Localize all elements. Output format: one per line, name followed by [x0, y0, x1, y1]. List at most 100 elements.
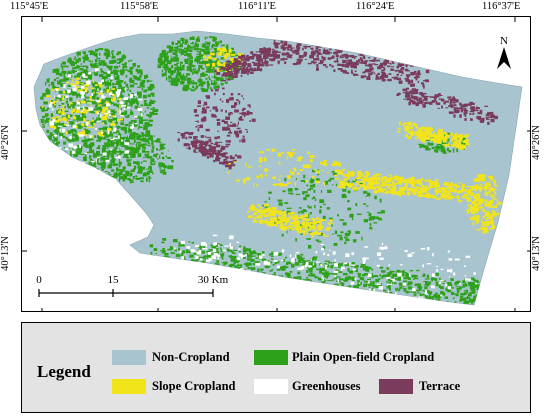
plain-cropland-patch	[93, 64, 97, 68]
slope-cropland-patch	[452, 184, 457, 186]
plain-cropland-patch	[186, 66, 190, 69]
plain-cropland-patch	[227, 269, 233, 272]
slope-cropland-patch	[118, 118, 124, 121]
plain-cropland-patch	[264, 279, 267, 283]
slope-cropland-patch	[227, 171, 230, 174]
plain-cropland-patch	[99, 74, 104, 76]
slope-cropland-patch	[81, 123, 85, 127]
slope-cropland-patch	[459, 136, 463, 140]
plain-cropland-patch	[239, 264, 243, 267]
plain-cropland-patch	[293, 276, 299, 280]
plain-cropland-patch	[91, 63, 95, 66]
slope-cropland-patch	[419, 194, 421, 196]
plain-cropland-patch	[261, 277, 265, 279]
plain-cropland-patch	[278, 252, 282, 255]
terrace-patch	[193, 139, 196, 143]
plain-cropland-patch	[206, 83, 211, 87]
plain-cropland-patch	[176, 261, 179, 264]
plain-cropland-patch	[155, 156, 157, 158]
slope-cropland-patch	[62, 108, 65, 111]
plain-cropland-patch	[148, 170, 153, 173]
plain-cropland-patch	[247, 259, 250, 261]
plain-cropland-patch	[128, 124, 130, 127]
plain-cropland-patch	[98, 114, 100, 117]
plain-cropland-patch	[108, 133, 114, 137]
plain-cropland-patch	[104, 83, 107, 87]
plain-cropland-patch	[158, 162, 163, 165]
plain-cropland-patch	[198, 83, 201, 87]
plain-cropland-patch	[184, 87, 187, 92]
plain-cropland-patch	[227, 249, 232, 252]
plain-cropland-patch	[422, 289, 425, 292]
terrace-patch	[457, 107, 462, 110]
slope-cropland-patch	[429, 180, 432, 183]
plain-cropland-patch	[487, 282, 490, 285]
plain-cropland-patch	[122, 156, 128, 158]
plain-cropland-patch	[185, 49, 190, 52]
plain-cropland-patch	[186, 276, 191, 278]
slope-cropland-patch	[376, 181, 381, 184]
slope-cropland-patch	[399, 176, 404, 180]
slope-cropland-patch	[52, 116, 55, 121]
plain-cropland-patch	[442, 307, 447, 309]
slope-cropland-patch	[256, 175, 260, 179]
plain-cropland-patch	[70, 63, 75, 67]
plain-cropland-patch	[386, 267, 390, 270]
plain-cropland-patch	[351, 262, 355, 265]
plain-cropland-patch	[183, 84, 188, 88]
plain-cropland-patch	[162, 171, 167, 175]
plain-cropland-patch	[91, 64, 95, 68]
slope-cropland-patch	[275, 210, 279, 212]
slope-cropland-patch	[357, 181, 360, 185]
slope-cropland-patch	[379, 179, 384, 181]
plain-cropland-patch	[170, 252, 175, 254]
slope-cropland-patch	[259, 157, 263, 160]
slope-cropland-patch	[472, 223, 475, 225]
plain-cropland-patch	[435, 292, 438, 295]
plain-cropland-patch	[245, 282, 248, 286]
terrace-patch	[240, 74, 243, 77]
terrace-patch	[194, 147, 200, 150]
plain-cropland-patch	[439, 277, 441, 280]
terrace-patch	[380, 62, 384, 66]
plain-cropland-patch	[379, 198, 382, 203]
slope-cropland-patch	[444, 182, 449, 185]
plain-cropland-patch	[244, 271, 249, 275]
plain-cropland-patch	[57, 80, 59, 84]
slope-cropland-patch	[65, 131, 68, 135]
plain-cropland-patch	[203, 49, 206, 52]
plain-cropland-patch	[220, 82, 224, 86]
slope-cropland-patch	[450, 186, 454, 190]
plain-cropland-patch	[79, 83, 83, 86]
slope-cropland-patch	[382, 181, 385, 186]
plain-cropland-patch	[170, 271, 174, 274]
plain-cropland-patch	[92, 120, 97, 123]
slope-cropland-patch	[458, 134, 464, 138]
plain-cropland-patch	[129, 143, 135, 145]
slope-cropland-patch	[495, 185, 499, 187]
plain-cropland-patch	[339, 219, 345, 221]
plain-cropland-patch	[167, 157, 171, 159]
plain-cropland-patch	[132, 136, 136, 139]
plain-cropland-patch	[161, 241, 165, 244]
terrace-patch	[296, 45, 298, 49]
terrace-patch	[393, 76, 399, 80]
slope-cropland-patch	[306, 228, 311, 231]
slope-cropland-patch	[450, 195, 454, 199]
slope-cropland-patch	[293, 223, 298, 227]
plain-cropland-patch	[149, 99, 152, 104]
terrace-patch	[277, 60, 281, 62]
plain-cropland-patch	[170, 60, 173, 62]
plain-cropland-patch	[198, 256, 202, 260]
slope-cropland-patch	[478, 206, 484, 209]
terrace-patch	[223, 161, 227, 165]
slope-cropland-patch	[89, 99, 94, 102]
plain-cropland-patch	[299, 289, 302, 292]
slope-cropland-patch	[287, 181, 289, 184]
plain-cropland-patch	[122, 57, 125, 60]
plain-cropland-patch	[119, 69, 125, 74]
plain-cropland-patch	[247, 278, 250, 280]
terrace-patch	[447, 96, 452, 99]
plain-cropland-patch	[400, 304, 403, 305]
terrace-patch	[287, 54, 292, 57]
